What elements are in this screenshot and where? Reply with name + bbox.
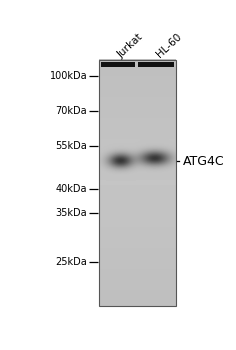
Bar xyxy=(99,60,176,306)
Bar xyxy=(101,63,135,67)
Text: 35kDa: 35kDa xyxy=(55,208,87,218)
Text: 100kDa: 100kDa xyxy=(50,71,87,81)
Text: 70kDa: 70kDa xyxy=(55,106,87,116)
Text: 25kDa: 25kDa xyxy=(55,257,87,267)
Text: ATG4C: ATG4C xyxy=(183,155,225,168)
Text: 55kDa: 55kDa xyxy=(55,141,87,151)
Bar xyxy=(138,63,174,67)
Text: 40kDa: 40kDa xyxy=(56,184,87,194)
Text: Jurkat: Jurkat xyxy=(116,32,145,60)
Text: HL-60: HL-60 xyxy=(154,32,183,60)
